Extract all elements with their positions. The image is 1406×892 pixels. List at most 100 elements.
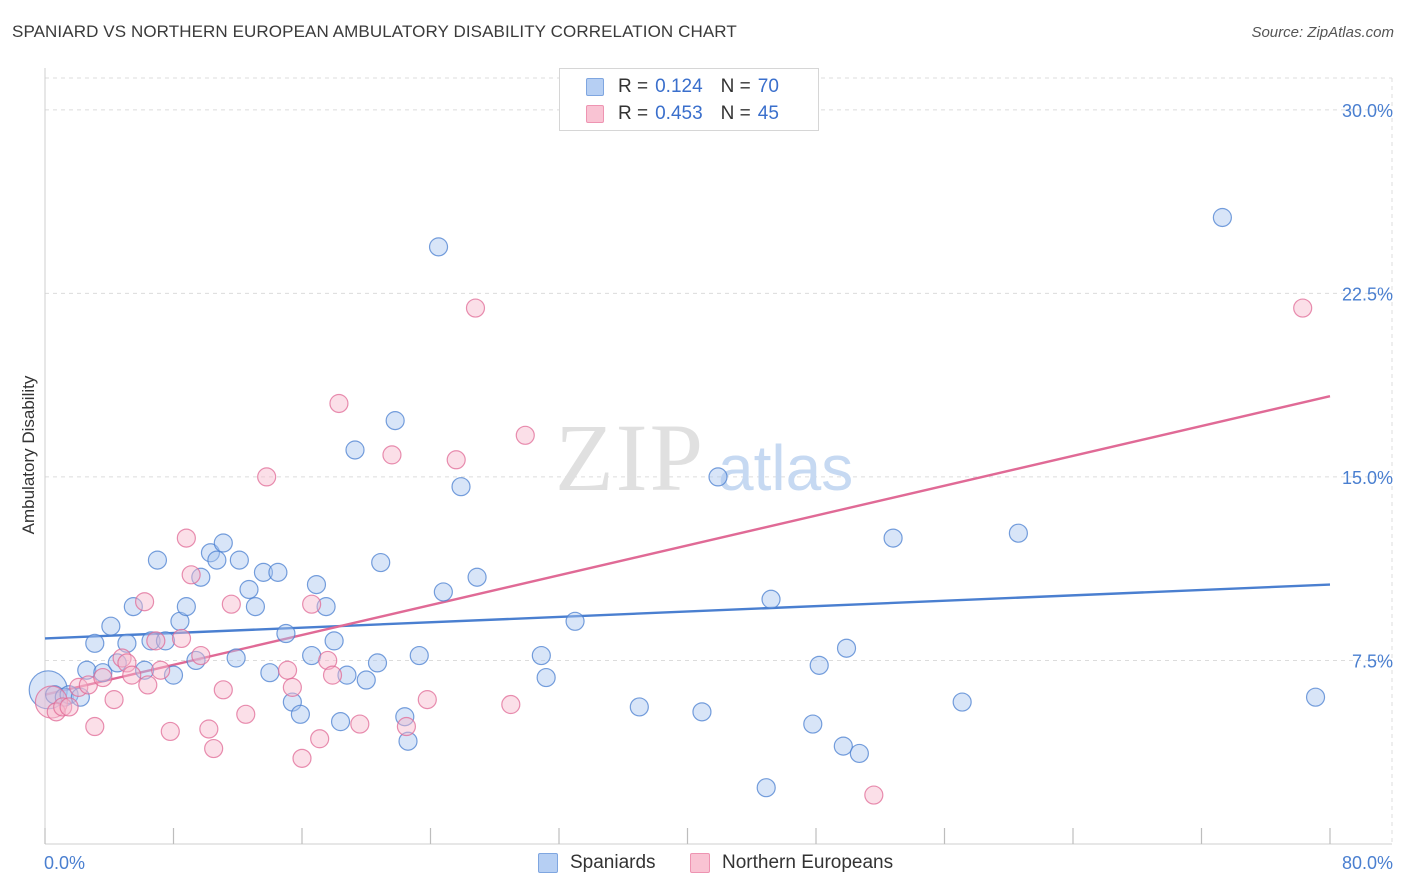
point-northern-europeans xyxy=(396,716,417,737)
watermark-atlas: atlas xyxy=(718,432,853,504)
y-axis-title: Ambulatory Disability xyxy=(19,375,38,534)
series-legend-northern-europeans[interactable]: Northern Europeans xyxy=(690,852,893,874)
point-spaniards xyxy=(163,665,184,685)
point-northern-europeans xyxy=(382,445,402,465)
point-northern-europeans xyxy=(117,653,137,673)
point-northern-europeans xyxy=(350,714,370,734)
point-northern-europeans xyxy=(204,738,224,759)
point-northern-europeans xyxy=(151,660,171,680)
point-spaniards xyxy=(367,653,388,673)
point-northern-europeans xyxy=(160,721,180,742)
point-spaniards xyxy=(290,704,310,724)
point-spaniards xyxy=(337,665,357,685)
point-spaniards xyxy=(276,623,296,644)
point-spaniards xyxy=(1305,687,1326,707)
point-spaniards xyxy=(117,633,137,653)
source-label: Source: ZipAtlas.com xyxy=(1251,24,1394,41)
point-spaniards xyxy=(324,631,344,651)
trendline-northern-europeans xyxy=(44,394,1331,696)
point-spaniards xyxy=(101,616,121,636)
point-northern-europeans xyxy=(322,665,343,685)
watermark: ZIP atlas xyxy=(555,404,853,511)
point-northern-europeans xyxy=(93,667,113,688)
point-spaniards xyxy=(761,589,781,609)
point-spaniards xyxy=(833,736,853,756)
stats-legend: R = 0.124 N = 70 R = 0.453 N = 45 xyxy=(559,68,819,131)
point-spaniards xyxy=(536,667,556,688)
point-northern-europeans xyxy=(53,697,73,717)
point-northern-europeans xyxy=(181,565,201,585)
point-spaniards xyxy=(809,655,829,675)
point-northern-europeans xyxy=(59,697,79,717)
point-spaniards xyxy=(200,543,221,563)
point-spaniards xyxy=(155,631,176,651)
point-spaniards xyxy=(253,562,274,582)
point-spaniards xyxy=(176,597,196,617)
point-spaniards xyxy=(433,582,453,602)
point-northern-europeans xyxy=(146,631,166,651)
watermark-zip: ZIP xyxy=(555,404,705,511)
point-northern-europeans xyxy=(302,594,322,614)
point-spaniards xyxy=(77,660,97,680)
point-spaniards xyxy=(467,567,487,587)
point-northern-europeans xyxy=(104,690,124,710)
legend-n-label: N = xyxy=(720,76,751,97)
point-spaniards xyxy=(123,597,143,617)
legend-row-spaniards: R = 0.124 N = 70 xyxy=(586,75,779,99)
point-northern-europeans xyxy=(501,694,521,715)
legend-r-value-northern-europeans: 0.453 xyxy=(655,103,703,124)
point-spaniards xyxy=(330,712,351,732)
y-tick-label: 15.0% xyxy=(1342,468,1393,488)
point-northern-europeans xyxy=(292,748,312,768)
point-northern-europeans xyxy=(191,645,211,666)
point-northern-europeans xyxy=(176,528,196,548)
point-spaniards xyxy=(147,550,168,570)
trend-layer xyxy=(44,394,1331,696)
point-spaniards xyxy=(629,697,649,717)
point-spaniards xyxy=(409,645,429,666)
point-northern-europeans xyxy=(1293,298,1313,318)
point-spaniards xyxy=(245,597,266,617)
point-spaniards xyxy=(708,467,728,487)
legend-swatch-spaniards xyxy=(586,78,604,96)
point-northern-europeans xyxy=(138,675,158,695)
series-label-northern-europeans: Northern Europeans xyxy=(722,852,894,873)
legend-r-label: R = xyxy=(618,76,649,97)
point-spaniards xyxy=(385,411,405,431)
chart-title: SPANIARD VS NORTHERN EUROPEAN AMBULATORY… xyxy=(12,22,737,41)
point-spaniards xyxy=(268,562,288,582)
point-spaniards xyxy=(836,638,857,658)
legend-n-value-northern-europeans: 45 xyxy=(757,103,779,124)
point-northern-europeans xyxy=(257,467,277,487)
trendline-spaniards xyxy=(44,583,1331,640)
point-spaniards xyxy=(756,778,776,798)
y-tick-label: 7.5% xyxy=(1352,651,1393,671)
point-northern-europeans xyxy=(515,425,535,445)
axes-layer xyxy=(44,68,1392,845)
x-tick-label-max: 80.0% xyxy=(1342,853,1393,873)
point-northern-europeans xyxy=(134,592,155,612)
point-northern-europeans xyxy=(213,680,233,700)
series-legend-spaniards[interactable]: Spaniards xyxy=(538,852,656,874)
point-northern-europeans xyxy=(122,665,142,685)
x-tick-label-min: 0.0% xyxy=(44,853,85,873)
legend-row-northern-europeans: R = 0.453 N = 45 xyxy=(586,102,779,126)
point-spaniards xyxy=(260,663,280,683)
point-spaniards xyxy=(849,743,869,764)
points-layer xyxy=(28,207,1326,805)
point-northern-europeans xyxy=(465,298,486,318)
series-swatch-northern-europeans xyxy=(690,853,710,873)
point-northern-europeans xyxy=(221,594,241,614)
point-spaniards xyxy=(316,597,336,617)
labels-layer: 7.5% 15.0% 22.5% 30.0% 0.0% 80.0% xyxy=(44,101,1393,873)
point-northern-europeans xyxy=(282,677,302,697)
point-northern-europeans xyxy=(310,729,330,749)
point-northern-europeans xyxy=(236,704,256,724)
legend-r-value-spaniards: 0.124 xyxy=(655,76,703,97)
y-tick-label: 22.5% xyxy=(1342,284,1393,304)
point-spaniards xyxy=(85,633,105,653)
point-northern-europeans xyxy=(171,628,192,649)
point-northern-europeans xyxy=(864,785,884,805)
series-legend: Spaniards Northern Europeans xyxy=(0,852,1406,878)
